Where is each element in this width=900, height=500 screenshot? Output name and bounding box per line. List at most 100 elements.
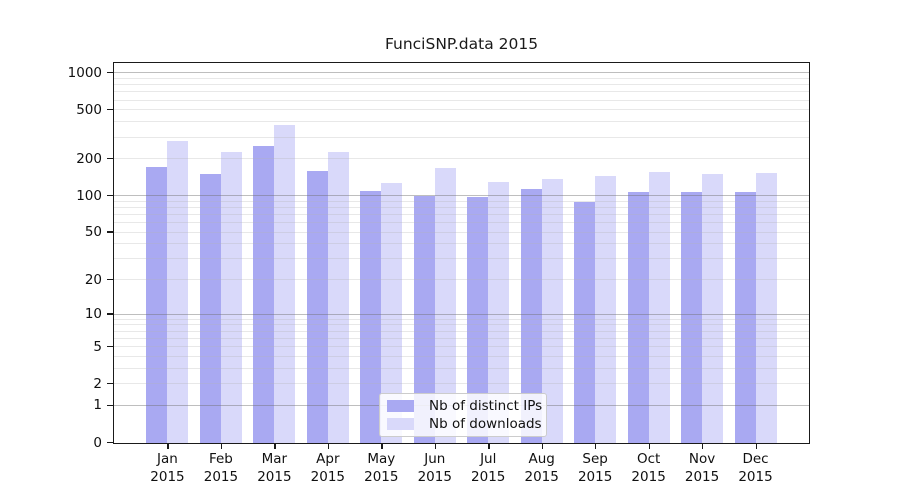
bar-downloads xyxy=(488,181,510,443)
bar-downloads xyxy=(327,152,349,443)
x-tick-month: Jul xyxy=(480,451,497,467)
gridline-minor xyxy=(114,99,809,101)
legend-entry: Nb of distinct IPs xyxy=(387,398,546,414)
x-axis-tick xyxy=(381,443,383,449)
x-tick-label: Jul 2015 xyxy=(460,451,516,486)
x-tick-label: Sep 2015 xyxy=(567,451,623,486)
gridline-minor xyxy=(114,158,809,160)
bar-downloads xyxy=(167,140,189,443)
x-axis-tick xyxy=(327,443,330,449)
y-axis-tick xyxy=(107,382,114,385)
legend-label: Nb of downloads xyxy=(429,416,542,432)
y-tick-label: 50 xyxy=(84,224,102,240)
x-axis-tick xyxy=(488,443,490,449)
bar-downloads xyxy=(434,168,456,443)
x-axis-tick xyxy=(541,443,543,449)
x-axis-tick xyxy=(434,443,437,449)
y-tick-label: 5 xyxy=(93,338,102,355)
x-tick-month: Dec xyxy=(742,451,769,467)
x-axis-tick xyxy=(167,443,169,449)
bar-downloads xyxy=(595,175,617,443)
x-tick-year: 2015 xyxy=(738,468,773,485)
x-axis-tick xyxy=(755,443,757,449)
x-tick-month: Jan xyxy=(157,451,178,467)
bar-distinct-ips xyxy=(574,201,596,443)
gridline-minor xyxy=(114,91,809,93)
x-tick-year: 2015 xyxy=(577,468,613,485)
x-tick-month: Mar xyxy=(261,451,288,467)
x-tick-year: 2015 xyxy=(631,468,666,485)
x-tick-year: 2015 xyxy=(257,468,292,485)
x-axis-tick xyxy=(702,443,704,449)
legend-swatch-distinct-ips xyxy=(387,400,414,412)
y-axis-tick xyxy=(107,194,114,196)
x-tick-label: Apr 2015 xyxy=(300,451,356,486)
bar-downloads xyxy=(702,173,724,443)
x-tick-label: Nov 2015 xyxy=(674,451,730,486)
bar-downloads xyxy=(381,183,403,443)
x-tick-month: Aug xyxy=(528,451,555,467)
x-tick-year: 2015 xyxy=(684,468,720,485)
x-tick-year: 2015 xyxy=(150,468,185,485)
chart-title: FunciSNP.data 2015 xyxy=(384,35,539,53)
x-tick-label: Aug 2015 xyxy=(514,451,570,486)
legend-label: Nb of distinct IPs xyxy=(429,398,543,414)
bar-downloads xyxy=(755,173,777,443)
y-axis-tick xyxy=(107,313,114,315)
legend-swatch-downloads xyxy=(387,418,414,430)
x-axis-tick xyxy=(220,443,223,449)
y-tick-label: 0 xyxy=(93,434,102,451)
x-tick-year: 2015 xyxy=(417,468,452,485)
y-tick-label: 500 xyxy=(76,101,102,118)
x-tick-label: Jun 2015 xyxy=(407,451,463,486)
bar-distinct-ips xyxy=(360,190,382,443)
x-tick-label: Dec 2015 xyxy=(728,451,784,486)
gridline-minor xyxy=(114,136,809,138)
x-axis-tick xyxy=(274,443,276,449)
gridline-minor xyxy=(114,84,809,86)
x-tick-month: Sep xyxy=(582,451,608,467)
y-axis-tick xyxy=(107,345,114,348)
x-tick-label: Mar 2015 xyxy=(246,451,302,486)
bar-distinct-ips xyxy=(413,196,435,443)
y-axis-tick xyxy=(107,108,114,111)
x-tick-year: 2015 xyxy=(310,468,346,485)
x-tick-year: 2015 xyxy=(364,468,399,485)
x-tick-month: Oct xyxy=(636,451,661,467)
x-tick-year: 2015 xyxy=(203,468,239,485)
y-tick-label: 1000 xyxy=(67,64,102,81)
bar-downloads xyxy=(220,151,242,443)
gridline-minor xyxy=(114,109,809,111)
x-tick-month: May xyxy=(367,451,396,467)
bar-distinct-ips xyxy=(734,192,756,443)
y-axis-tick xyxy=(107,441,114,443)
x-tick-label: Oct 2015 xyxy=(621,451,677,486)
legend-entry: Nb of downloads xyxy=(387,416,546,432)
x-tick-month: Feb xyxy=(208,451,233,467)
bar-distinct-ips xyxy=(199,174,221,443)
bar-distinct-ips xyxy=(306,171,328,443)
x-tick-year: 2015 xyxy=(524,468,559,485)
bar-distinct-ips xyxy=(681,192,703,443)
y-axis-tick xyxy=(107,231,114,233)
x-tick-month: Nov xyxy=(688,451,716,467)
y-axis-tick xyxy=(107,278,114,280)
y-tick-label: 200 xyxy=(76,150,102,167)
y-axis-tick xyxy=(107,71,114,74)
bar-downloads xyxy=(274,125,296,443)
plot-area: Nb of distinct IPs Nb of downloads Jan 201… xyxy=(68,62,810,485)
legend: Nb of distinct IPs Nb of downloads xyxy=(379,393,547,437)
bar-downloads xyxy=(541,178,563,443)
gridline-major xyxy=(114,72,809,74)
y-tick-label: 2 xyxy=(93,375,102,392)
y-axis-tick xyxy=(107,404,114,406)
x-tick-month: Jun xyxy=(424,451,446,467)
x-tick-month: Apr xyxy=(316,451,340,467)
y-tick-label: 20 xyxy=(84,271,102,288)
x-tick-label: May 2015 xyxy=(353,451,409,486)
bar-distinct-ips xyxy=(467,197,489,443)
x-tick-label: Feb 2015 xyxy=(193,451,249,486)
x-axis-tick xyxy=(595,443,597,449)
y-tick-label: 1 xyxy=(93,397,102,414)
